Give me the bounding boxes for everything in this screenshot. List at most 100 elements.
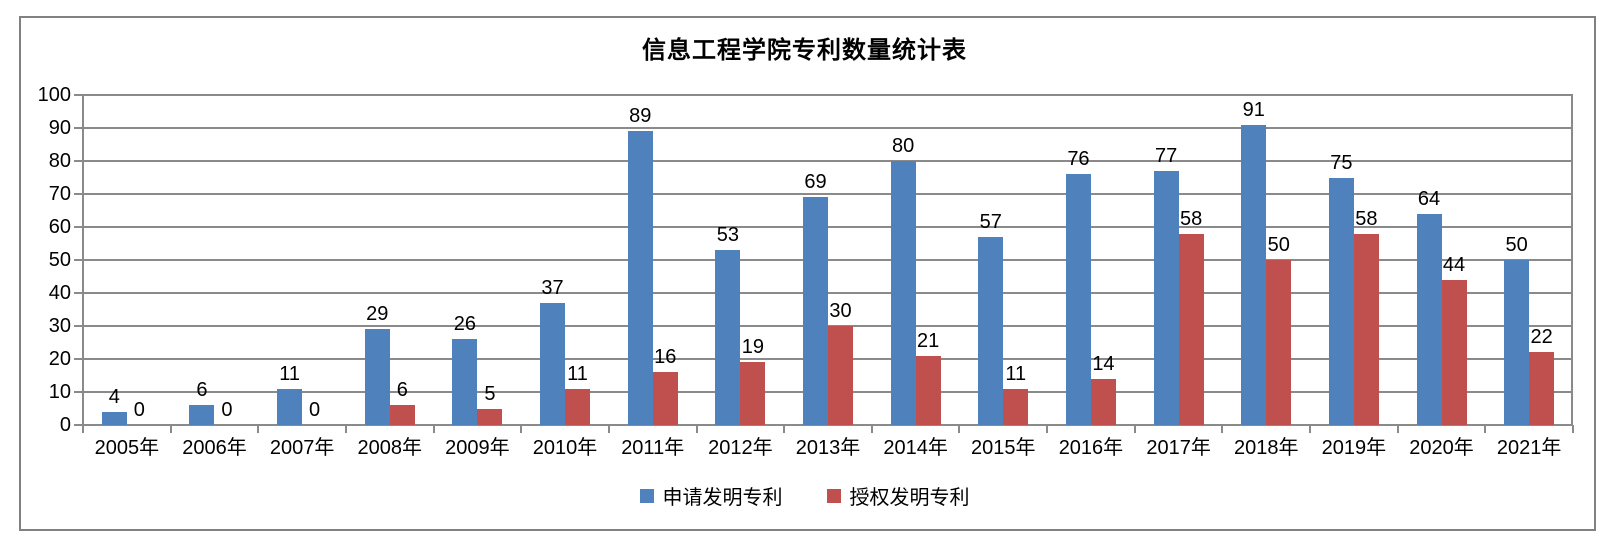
- x-axis-tick: [958, 425, 961, 433]
- plot-area: 0 10 20 30 40 50 60 70 80 90 100 2005年 4 0 2006年 6 0 2007…: [38, 85, 1574, 459]
- bar-applied-2007年: [277, 388, 303, 425]
- x-axis-label: 2009年: [445, 437, 510, 459]
- x-axis-tick: [257, 425, 260, 433]
- legend-swatch-icon: [826, 488, 841, 503]
- legend-item: 申请发明专利: [639, 481, 783, 510]
- x-axis-tick: [1396, 425, 1399, 433]
- data-label: 4: [108, 385, 120, 408]
- data-label: 64: [1417, 187, 1441, 210]
- legend-item: 授权发明专利: [826, 481, 970, 510]
- x-axis-label: 2013年: [795, 437, 861, 459]
- x-axis-tick: [783, 425, 786, 433]
- chart-title: 信息工程学院专利数量统计表: [642, 37, 967, 64]
- x-axis-tick: [1572, 425, 1574, 433]
- bar-applied-2009年: [452, 339, 478, 425]
- y-axis-tick: [74, 325, 83, 327]
- data-label: 16: [654, 346, 677, 369]
- bar-applied-2012年: [715, 250, 741, 425]
- bar-granted-2011年: [652, 372, 678, 425]
- data-label: 6: [196, 379, 208, 402]
- x-axis-label: 2015年: [971, 437, 1036, 459]
- y-axis-label: 90: [48, 117, 71, 139]
- data-label: 11: [279, 362, 300, 385]
- y-axis-tick: [74, 292, 83, 294]
- x-axis-label: 2007年: [269, 437, 335, 459]
- y-axis-tick: [74, 358, 83, 360]
- y-axis-tick: [74, 94, 83, 96]
- plot-right-border: [1571, 95, 1573, 425]
- data-label: 53: [716, 224, 739, 247]
- bar-granted-2013年: [828, 326, 853, 425]
- data-label: 30: [829, 300, 852, 322]
- bar-granted-2021年: [1529, 352, 1555, 425]
- data-label: 22: [1530, 326, 1553, 349]
- data-label: 80: [892, 135, 915, 157]
- bar-granted-2009年: [477, 408, 503, 425]
- bar-granted-2008年: [389, 405, 415, 425]
- x-axis-label: 2019年: [1321, 437, 1387, 459]
- x-axis-tick: [169, 425, 172, 433]
- x-axis-tick: [1133, 425, 1136, 433]
- x-axis-label: 2005年: [94, 437, 160, 459]
- bar-applied-2010年: [540, 302, 566, 425]
- x-axis-label: 2016年: [1058, 437, 1124, 459]
- bar-granted-2014年: [915, 355, 941, 425]
- bar-granted-2015年: [1003, 388, 1029, 425]
- y-axis-label: 0: [59, 414, 71, 436]
- x-axis-tick: [870, 425, 873, 433]
- data-label: 0: [221, 399, 233, 421]
- gridline: [83, 160, 1573, 162]
- bar-granted-2012年: [740, 362, 766, 425]
- data-label: 50: [1505, 234, 1528, 256]
- bar-applied-2014年: [890, 161, 916, 425]
- gridline: [83, 424, 1573, 426]
- data-label: 26: [453, 313, 477, 336]
- x-axis-tick: [1309, 425, 1312, 433]
- data-label: 76: [1067, 148, 1090, 171]
- data-label: 50: [1267, 234, 1290, 256]
- y-axis-label: 50: [48, 249, 71, 271]
- legend: 申请发明专利 授权发明专利: [0, 481, 1609, 510]
- y-axis-tick: [74, 226, 83, 228]
- x-axis-label: 2011年: [621, 437, 685, 459]
- x-axis-label: 2020年: [1409, 437, 1474, 459]
- bar-applied-2015年: [978, 236, 1004, 425]
- legend-label: 申请发明专利: [662, 487, 783, 509]
- data-label: 29: [366, 303, 389, 326]
- data-label: 19: [741, 336, 764, 359]
- bar-applied-2006年: [189, 405, 215, 425]
- bar-applied-2016年: [1065, 174, 1091, 425]
- gridline: [83, 259, 1573, 261]
- data-label: 58: [1355, 207, 1378, 230]
- data-label: 91: [1242, 98, 1265, 121]
- y-axis-label: 80: [48, 150, 71, 172]
- data-label: 44: [1442, 253, 1466, 276]
- gridline: [83, 292, 1573, 294]
- bar-granted-2019年: [1353, 233, 1379, 425]
- data-label: 0: [133, 399, 145, 421]
- data-label: 5: [484, 382, 496, 405]
- bar-applied-2017年: [1153, 170, 1179, 425]
- x-axis-tick: [520, 425, 523, 433]
- data-label: 11: [1005, 362, 1027, 385]
- bar-applied-2011年: [627, 131, 653, 425]
- y-axis-tick: [74, 259, 83, 261]
- x-axis-label: 2006年: [182, 437, 247, 459]
- data-label: 89: [629, 105, 652, 128]
- y-axis-label: 40: [48, 282, 71, 304]
- bar-granted-2020年: [1441, 279, 1467, 425]
- x-axis-label: 2017年: [1146, 437, 1211, 459]
- y-axis-line: [82, 95, 84, 425]
- y-axis-tick: [74, 193, 83, 195]
- bar-applied-2008年: [364, 329, 390, 425]
- bar-applied-2005年: [101, 411, 127, 425]
- y-axis-tick: [74, 127, 83, 129]
- y-axis-label: 30: [48, 315, 71, 337]
- gridline: [83, 226, 1573, 228]
- gridline: [83, 94, 1573, 96]
- data-label: 58: [1179, 207, 1203, 230]
- x-axis-tick: [1484, 425, 1487, 433]
- x-axis-tick: [432, 425, 435, 433]
- bar-applied-2021年: [1504, 260, 1530, 425]
